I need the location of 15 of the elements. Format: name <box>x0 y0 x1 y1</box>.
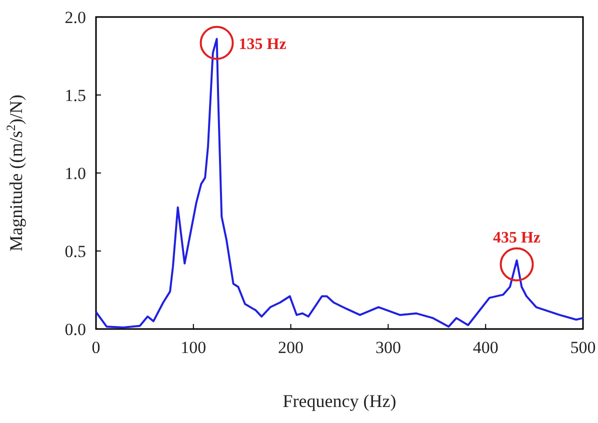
x-tick-label: 0 <box>92 338 100 357</box>
y-tick-label: 0.5 <box>64 242 86 261</box>
y-tick-label: 1.0 <box>64 164 86 183</box>
annotation: 135 Hz <box>238 36 286 53</box>
x-axis-title: Frequency (Hz) <box>282 391 396 411</box>
line-series <box>95 38 584 328</box>
x-tick-label: 300 <box>375 338 401 357</box>
x-tick-label: 400 <box>472 338 498 357</box>
y-tick-label: 2.0 <box>64 8 86 27</box>
x-tick-label: 100 <box>180 338 206 357</box>
x-tick-label: 500 <box>570 338 596 357</box>
y-tick-label: 1.5 <box>64 86 86 105</box>
y-tick-label: 0.0 <box>64 320 86 339</box>
annotation: 435 Hz <box>492 229 541 246</box>
x-tick-label: 200 <box>278 338 304 357</box>
